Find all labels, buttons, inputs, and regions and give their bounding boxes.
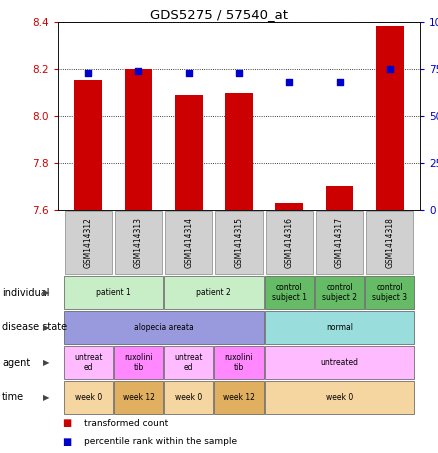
Bar (326, 187, 353, 210)
FancyBboxPatch shape (366, 211, 413, 275)
FancyBboxPatch shape (214, 347, 264, 379)
Text: GSM1414315: GSM1414315 (234, 217, 244, 268)
Text: ▶: ▶ (42, 358, 49, 367)
Text: week 0: week 0 (326, 393, 353, 402)
FancyBboxPatch shape (164, 347, 213, 379)
Text: ■: ■ (62, 437, 72, 447)
Text: ▶: ▶ (42, 393, 49, 402)
Bar (225, 92, 253, 210)
Point (185, 69, 192, 77)
FancyBboxPatch shape (315, 276, 364, 309)
FancyBboxPatch shape (265, 381, 414, 414)
Text: week 12: week 12 (123, 393, 154, 402)
Text: patient 1: patient 1 (96, 288, 131, 297)
Text: week 0: week 0 (175, 393, 202, 402)
Text: week 0: week 0 (74, 393, 102, 402)
Point (135, 67, 142, 74)
FancyBboxPatch shape (265, 347, 414, 379)
Point (85, 69, 92, 77)
Text: GSM1414312: GSM1414312 (84, 217, 93, 268)
Text: ruxolini
tib: ruxolini tib (225, 353, 253, 372)
FancyBboxPatch shape (365, 276, 414, 309)
FancyBboxPatch shape (266, 211, 313, 275)
FancyBboxPatch shape (64, 211, 112, 275)
FancyBboxPatch shape (115, 211, 162, 275)
Point (386, 65, 393, 72)
Text: ■: ■ (62, 418, 72, 428)
Bar (125, 69, 152, 210)
Point (336, 78, 343, 86)
Text: untreat
ed: untreat ed (74, 353, 102, 372)
Bar (175, 95, 202, 210)
Text: GSM1414314: GSM1414314 (184, 217, 193, 268)
FancyBboxPatch shape (215, 211, 263, 275)
Bar (74, 80, 102, 210)
FancyBboxPatch shape (64, 347, 113, 379)
Text: GDS5275 / 57540_at: GDS5275 / 57540_at (150, 8, 288, 21)
FancyBboxPatch shape (164, 381, 213, 414)
FancyBboxPatch shape (165, 211, 212, 275)
Text: GSM1414313: GSM1414313 (134, 217, 143, 268)
FancyBboxPatch shape (214, 381, 264, 414)
Bar (376, 25, 404, 210)
Point (286, 78, 293, 86)
FancyBboxPatch shape (64, 276, 163, 309)
FancyBboxPatch shape (64, 311, 264, 344)
Text: untreated: untreated (321, 358, 359, 367)
Text: transformed count: transformed count (84, 419, 169, 428)
Text: time: time (2, 392, 24, 403)
Text: week 12: week 12 (223, 393, 255, 402)
Text: normal: normal (326, 323, 353, 332)
Point (236, 69, 243, 77)
Text: agent: agent (2, 357, 30, 367)
Text: ▶: ▶ (42, 288, 49, 297)
FancyBboxPatch shape (64, 381, 113, 414)
FancyBboxPatch shape (265, 311, 414, 344)
Text: GSM1414318: GSM1414318 (385, 217, 394, 268)
Text: untreat
ed: untreat ed (174, 353, 203, 372)
Text: patient 2: patient 2 (197, 288, 231, 297)
FancyBboxPatch shape (114, 381, 163, 414)
Text: ruxolini
tib: ruxolini tib (124, 353, 153, 372)
Text: control
subject 3: control subject 3 (372, 283, 407, 302)
Text: individual: individual (2, 288, 49, 298)
FancyBboxPatch shape (114, 347, 163, 379)
Text: control
subject 1: control subject 1 (272, 283, 307, 302)
Text: disease state: disease state (2, 323, 67, 333)
Text: percentile rank within the sample: percentile rank within the sample (84, 438, 237, 447)
FancyBboxPatch shape (265, 276, 314, 309)
Text: ▶: ▶ (42, 323, 49, 332)
FancyBboxPatch shape (164, 276, 264, 309)
Text: GSM1414317: GSM1414317 (335, 217, 344, 268)
Bar (276, 203, 303, 210)
Text: GSM1414316: GSM1414316 (285, 217, 294, 268)
FancyBboxPatch shape (316, 211, 363, 275)
Text: control
subject 2: control subject 2 (322, 283, 357, 302)
Text: alopecia areata: alopecia areata (134, 323, 194, 332)
